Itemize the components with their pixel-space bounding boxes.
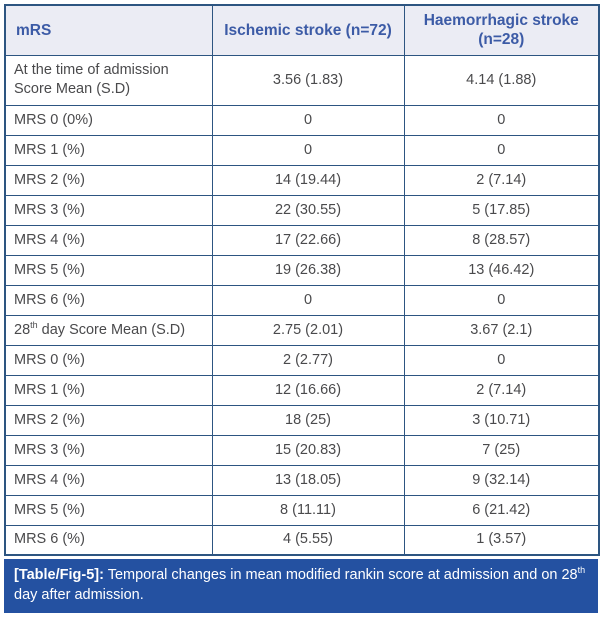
row-label-cell: MRS 6 (%) [4, 284, 213, 316]
ischemic-value-cell: 14 (19.44) [211, 164, 405, 196]
table-row: MRS 4 (%) 13 (18.05) 9 (32.14) [4, 464, 600, 496]
haemorrhagic-value-cell: 13 (46.42) [403, 254, 600, 286]
ischemic-value-cell: 17 (22.66) [211, 224, 405, 256]
haemorrhagic-value-cell: 2 (7.14) [403, 374, 600, 406]
table-row: MRS 6 (%) 0 0 [4, 284, 600, 316]
row-label-cell: MRS 6 (%) [4, 524, 213, 556]
row-label-cell: MRS 2 (%) [4, 404, 213, 436]
text-segment: MRS 6 (%) [14, 531, 85, 548]
table-row: MRS 0 (%) 2 (2.77) 0 [4, 344, 600, 376]
text-bold: [Table/Fig-5]: [14, 567, 104, 583]
table-row: At the time of admission Score Mean (S.D… [4, 54, 600, 106]
text-segment: MRS 6 (%) [14, 291, 85, 308]
text-segment: MRS 0 (0%) [14, 111, 93, 128]
table-row: MRS 1 (%) 12 (16.66) 2 (7.14) [4, 374, 600, 406]
text-segment: MRS 2 (%) [14, 411, 85, 428]
haemorrhagic-value-cell: 9 (32.14) [403, 464, 600, 496]
table-row: MRS 5 (%) 19 (26.38) 13 (46.42) [4, 254, 600, 286]
haemorrhagic-value-cell: 0 [403, 104, 600, 136]
column-header-ischemic-stroke: Ischemic stroke (n=72) [211, 4, 405, 56]
ischemic-value-cell: 18 (25) [211, 404, 405, 436]
haemorrhagic-value-cell: 0 [403, 284, 600, 316]
ischemic-value-cell: 12 (16.66) [211, 374, 405, 406]
text-segment: MRS 3 (%) [14, 441, 85, 458]
haemorrhagic-value-cell: 0 [403, 344, 600, 376]
ischemic-value-cell: 3.56 (1.83) [211, 54, 405, 106]
row-label-cell: MRS 3 (%) [4, 434, 213, 466]
haemorrhagic-value-cell: 3.67 (2.1) [403, 314, 600, 346]
row-label-cell: MRS 2 (%) [4, 164, 213, 196]
header-row: mRS Ischemic stroke (n=72) Haemorrhagic … [4, 4, 600, 56]
table-row: MRS 6 (%) 4 (5.55) 1 (3.57) [4, 524, 600, 556]
row-label-cell: MRS 1 (%) [4, 134, 213, 166]
ischemic-value-cell: 15 (20.83) [211, 434, 405, 466]
row-label-cell: MRS 1 (%) [4, 374, 213, 406]
haemorrhagic-value-cell: 6 (21.42) [403, 494, 600, 526]
ischemic-value-cell: 4 (5.55) [211, 524, 405, 556]
table-header: mRS Ischemic stroke (n=72) Haemorrhagic … [4, 4, 600, 56]
text-segment: MRS 5 (%) [14, 261, 85, 278]
ischemic-value-cell: 22 (30.55) [211, 194, 405, 226]
column-header-mrs: mRS [4, 4, 213, 56]
haemorrhagic-value-cell: 0 [403, 134, 600, 166]
row-label-cell: MRS 5 (%) [4, 494, 213, 526]
text-superscript: th [30, 319, 38, 330]
table-row: MRS 3 (%) 15 (20.83) 7 (25) [4, 434, 600, 466]
ischemic-value-cell: 0 [211, 284, 405, 316]
row-label-cell: MRS 0 (0%) [4, 104, 213, 136]
row-label-cell: MRS 4 (%) [4, 224, 213, 256]
text-segment: MRS 1 (%) [14, 381, 85, 398]
row-label-cell: MRS 3 (%) [4, 194, 213, 226]
column-header-haemorrhagic-stroke: Haemorrhagic stroke (n=28) [403, 4, 600, 56]
table-row: MRS 1 (%) 0 0 [4, 134, 600, 166]
ischemic-value-cell: 0 [211, 134, 405, 166]
haemorrhagic-value-cell: 5 (17.85) [403, 194, 600, 226]
table-row: MRS 2 (%) 18 (25) 3 (10.71) [4, 404, 600, 436]
mrs-table: mRS Ischemic stroke (n=72) Haemorrhagic … [4, 4, 600, 556]
haemorrhagic-value-cell: 8 (28.57) [403, 224, 600, 256]
ischemic-value-cell: 2 (2.77) [211, 344, 405, 376]
table-row: MRS 5 (%) 8 (11.11) 6 (21.42) [4, 494, 600, 526]
ischemic-value-cell: 13 (18.05) [211, 464, 405, 496]
haemorrhagic-value-cell: 7 (25) [403, 434, 600, 466]
text-segment: MRS 0 (%) [14, 351, 85, 368]
row-label-cell: 28th day Score Mean (S.D) [4, 314, 213, 346]
text-segment: 28 [14, 321, 31, 338]
text-segment: day after admission. [14, 587, 144, 603]
haemorrhagic-value-cell: 2 (7.14) [403, 164, 600, 196]
text-segment: Temporal changes in mean modified rankin… [103, 567, 578, 583]
text-segment: MRS 4 (%) [14, 471, 85, 488]
ischemic-value-cell: 0 [211, 104, 405, 136]
ischemic-value-cell: 19 (26.38) [211, 254, 405, 286]
row-label-cell: MRS 0 (%) [4, 344, 213, 376]
text-segment: day Score Mean (S.D) [37, 321, 186, 338]
text-superscript: th [577, 565, 586, 576]
haemorrhagic-value-cell: 3 (10.71) [403, 404, 600, 436]
table-row: 28th day Score Mean (S.D) 2.75 (2.01) 3.67… [4, 314, 600, 346]
table-row: MRS 4 (%) 17 (22.66) 8 (28.57) [4, 224, 600, 256]
ischemic-value-cell: 2.75 (2.01) [211, 314, 405, 346]
haemorrhagic-value-cell: 1 (3.57) [403, 524, 600, 556]
row-label-cell: MRS 4 (%) [4, 464, 213, 496]
text-segment: MRS 5 (%) [14, 501, 85, 518]
table-row: MRS 2 (%) 14 (19.44) 2 (7.14) [4, 164, 600, 196]
haemorrhagic-value-cell: 4.14 (1.88) [403, 54, 600, 106]
row-label-cell: At the time of admission Score Mean (S.D… [4, 54, 213, 106]
row-label-cell: MRS 5 (%) [4, 254, 213, 286]
table-row: MRS 0 (0%) 0 0 [4, 104, 600, 136]
table-body: At the time of admission Score Mean (S.D… [4, 54, 600, 556]
text-segment: MRS 3 (%) [14, 201, 85, 218]
ischemic-value-cell: 8 (11.11) [211, 494, 405, 526]
text-segment: MRS 4 (%) [14, 231, 85, 248]
text-segment: At the time of admission Score Mean (S.D… [14, 62, 169, 97]
table-row: MRS 3 (%) 22 (30.55) 5 (17.85) [4, 194, 600, 226]
text-segment: MRS 2 (%) [14, 171, 85, 188]
text-segment: MRS 1 (%) [14, 141, 85, 158]
page: mRS Ischemic stroke (n=72) Haemorrhagic … [4, 4, 600, 613]
table-caption: [Table/Fig-5]: Temporal changes in mean … [4, 559, 598, 613]
